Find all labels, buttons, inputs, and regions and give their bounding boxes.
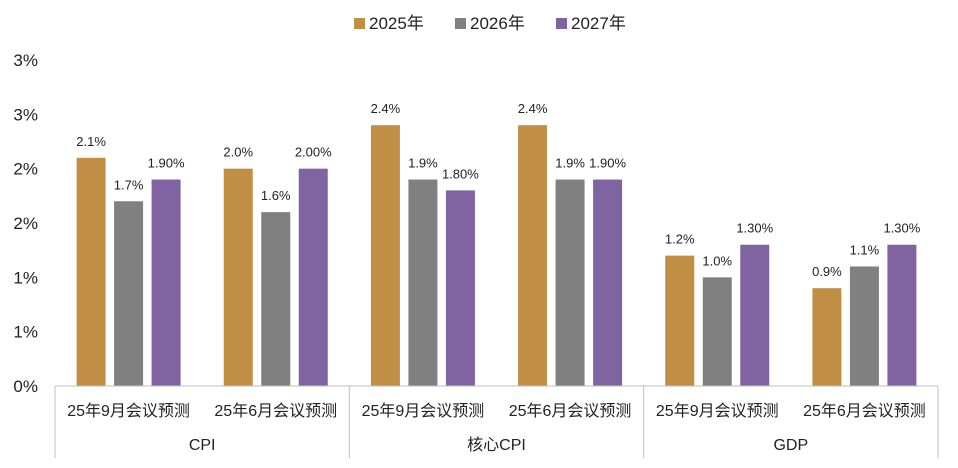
legend-swatch: [354, 18, 365, 29]
data-label: 0.9%: [812, 264, 842, 279]
bar: [665, 255, 695, 386]
y-tick-label: 1%: [13, 268, 38, 287]
x-category-label: 25年6月会议预测: [803, 402, 926, 420]
data-label: 1.7%: [114, 177, 144, 192]
x-category-label: 25年9月会议预测: [67, 402, 190, 420]
y-tick-label: 2%: [13, 214, 38, 233]
x-category-label: 25年6月会议预测: [214, 402, 337, 420]
bar: [261, 212, 291, 386]
x-group-label: GDP: [773, 437, 808, 454]
bar: [555, 179, 585, 386]
data-label: 1.30%: [736, 221, 773, 236]
data-label: 1.9%: [555, 156, 585, 171]
data-label: 1.30%: [883, 221, 920, 236]
data-label: 1.90%: [148, 156, 185, 171]
legend-label: 2027年: [571, 14, 626, 33]
bar: [593, 179, 623, 386]
data-label: 1.2%: [665, 232, 695, 247]
x-category-label: 25年9月会议预测: [362, 402, 485, 420]
data-label: 2.4%: [518, 101, 548, 116]
bar: [408, 179, 438, 386]
x-group-label: 核心CPI: [467, 436, 526, 454]
y-tick-label: 3%: [13, 51, 38, 70]
data-label: 1.9%: [408, 156, 438, 171]
bar: [151, 179, 181, 386]
bar: [223, 168, 253, 386]
bar: [887, 244, 917, 386]
y-tick-label: 1%: [13, 323, 38, 342]
x-category-label: 25年6月会议预测: [509, 402, 632, 420]
data-label: 2.0%: [223, 145, 253, 160]
y-tick-label: 3%: [13, 105, 38, 124]
bar: [76, 157, 106, 386]
bar: [702, 277, 732, 386]
bar: [740, 244, 770, 386]
data-label: 2.1%: [76, 134, 106, 149]
bar: [518, 125, 548, 386]
y-tick-label: 0%: [13, 377, 38, 396]
legend-swatch: [556, 18, 567, 29]
data-label: 2.4%: [371, 101, 401, 116]
bar: [812, 288, 842, 386]
x-group-label: CPI: [189, 437, 216, 454]
data-label: 1.80%: [442, 166, 479, 181]
legend-label: 2025年: [369, 14, 424, 33]
bar: [370, 125, 400, 386]
bar: [298, 168, 328, 386]
bar: [114, 201, 144, 386]
data-label: 1.90%: [589, 156, 626, 171]
data-label: 1.6%: [261, 188, 291, 203]
legend-swatch: [455, 18, 466, 29]
y-tick-label: 2%: [13, 160, 38, 179]
data-label: 1.1%: [850, 242, 880, 257]
bar: [849, 266, 879, 386]
legend-label: 2026年: [470, 14, 525, 33]
data-label: 2.00%: [295, 145, 332, 160]
x-category-label: 25年9月会议预测: [656, 402, 779, 420]
bar: [445, 190, 475, 386]
data-label: 1.0%: [702, 253, 732, 268]
